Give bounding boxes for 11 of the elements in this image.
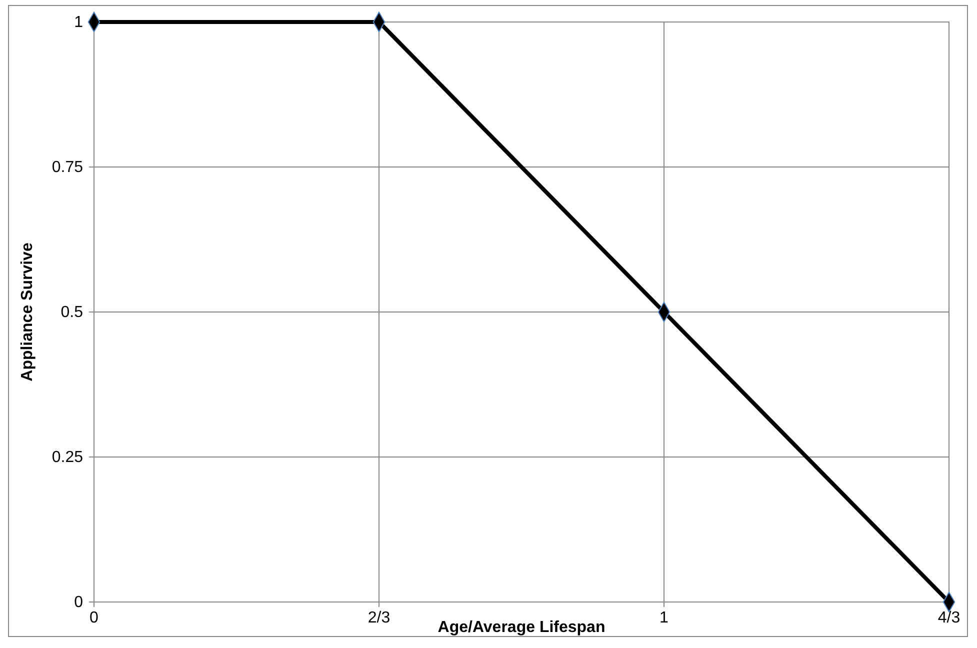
- x-tick-label: 4/3: [938, 609, 960, 626]
- y-tick-label: 0.75: [52, 159, 84, 176]
- y-tick-label: 0.5: [60, 304, 84, 322]
- y-tick-label: 0: [74, 594, 84, 612]
- x-tick-label: 1: [660, 609, 669, 626]
- y-tick-label: 1: [74, 14, 84, 32]
- x-tick-label: 0: [90, 609, 99, 626]
- x-tick-label: 2/3: [368, 609, 390, 626]
- y-tick-label: 0.25: [52, 449, 84, 466]
- x-axis-title: Age/Average Lifespan: [438, 619, 606, 636]
- y-axis-title: Appliance Survive: [19, 242, 36, 382]
